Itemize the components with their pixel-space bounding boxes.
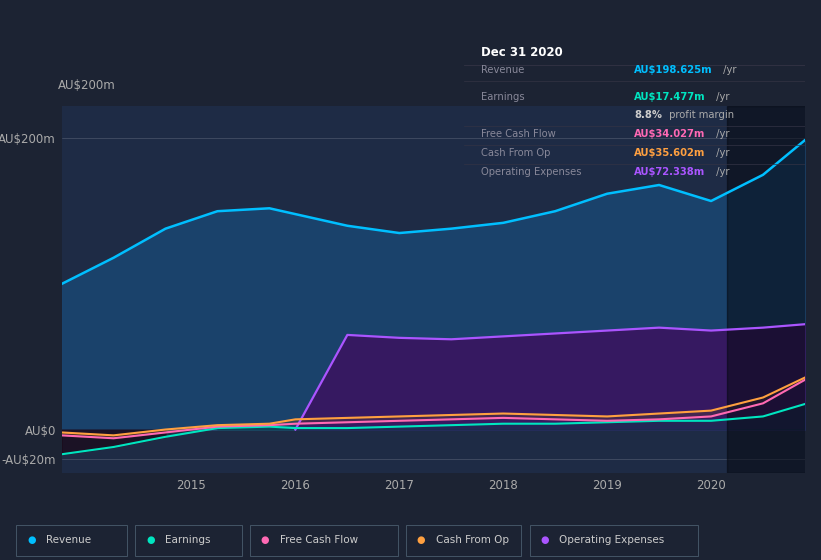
Text: /yr: /yr xyxy=(720,65,737,75)
Text: AU$198.625m: AU$198.625m xyxy=(635,65,713,75)
Text: AU$200m: AU$200m xyxy=(57,79,116,92)
Text: /yr: /yr xyxy=(713,167,729,177)
Text: Operating Expenses: Operating Expenses xyxy=(481,167,581,177)
Text: AU$72.338m: AU$72.338m xyxy=(635,167,705,177)
Text: ●: ● xyxy=(261,535,269,545)
Text: ●: ● xyxy=(417,535,425,545)
Bar xyxy=(727,106,821,473)
Text: 8.8%: 8.8% xyxy=(635,110,663,120)
Text: Free Cash Flow: Free Cash Flow xyxy=(481,129,556,139)
Text: Cash From Op: Cash From Op xyxy=(436,535,509,545)
Text: Revenue: Revenue xyxy=(46,535,91,545)
Text: Dec 31 2020: Dec 31 2020 xyxy=(481,46,562,59)
Text: Earnings: Earnings xyxy=(481,92,525,102)
Text: ●: ● xyxy=(146,535,154,545)
Text: Revenue: Revenue xyxy=(481,65,525,75)
Text: Free Cash Flow: Free Cash Flow xyxy=(280,535,358,545)
Text: ●: ● xyxy=(27,535,35,545)
Text: /yr: /yr xyxy=(713,148,729,158)
Text: /yr: /yr xyxy=(713,92,729,102)
Text: AU$34.027m: AU$34.027m xyxy=(635,129,705,139)
Text: Cash From Op: Cash From Op xyxy=(481,148,550,158)
Text: AU$35.602m: AU$35.602m xyxy=(635,148,705,158)
Text: ●: ● xyxy=(540,535,548,545)
Text: profit margin: profit margin xyxy=(666,110,734,120)
Text: /yr: /yr xyxy=(713,129,729,139)
Text: AU$17.477m: AU$17.477m xyxy=(635,92,706,102)
Text: Earnings: Earnings xyxy=(165,535,210,545)
Text: Operating Expenses: Operating Expenses xyxy=(559,535,664,545)
